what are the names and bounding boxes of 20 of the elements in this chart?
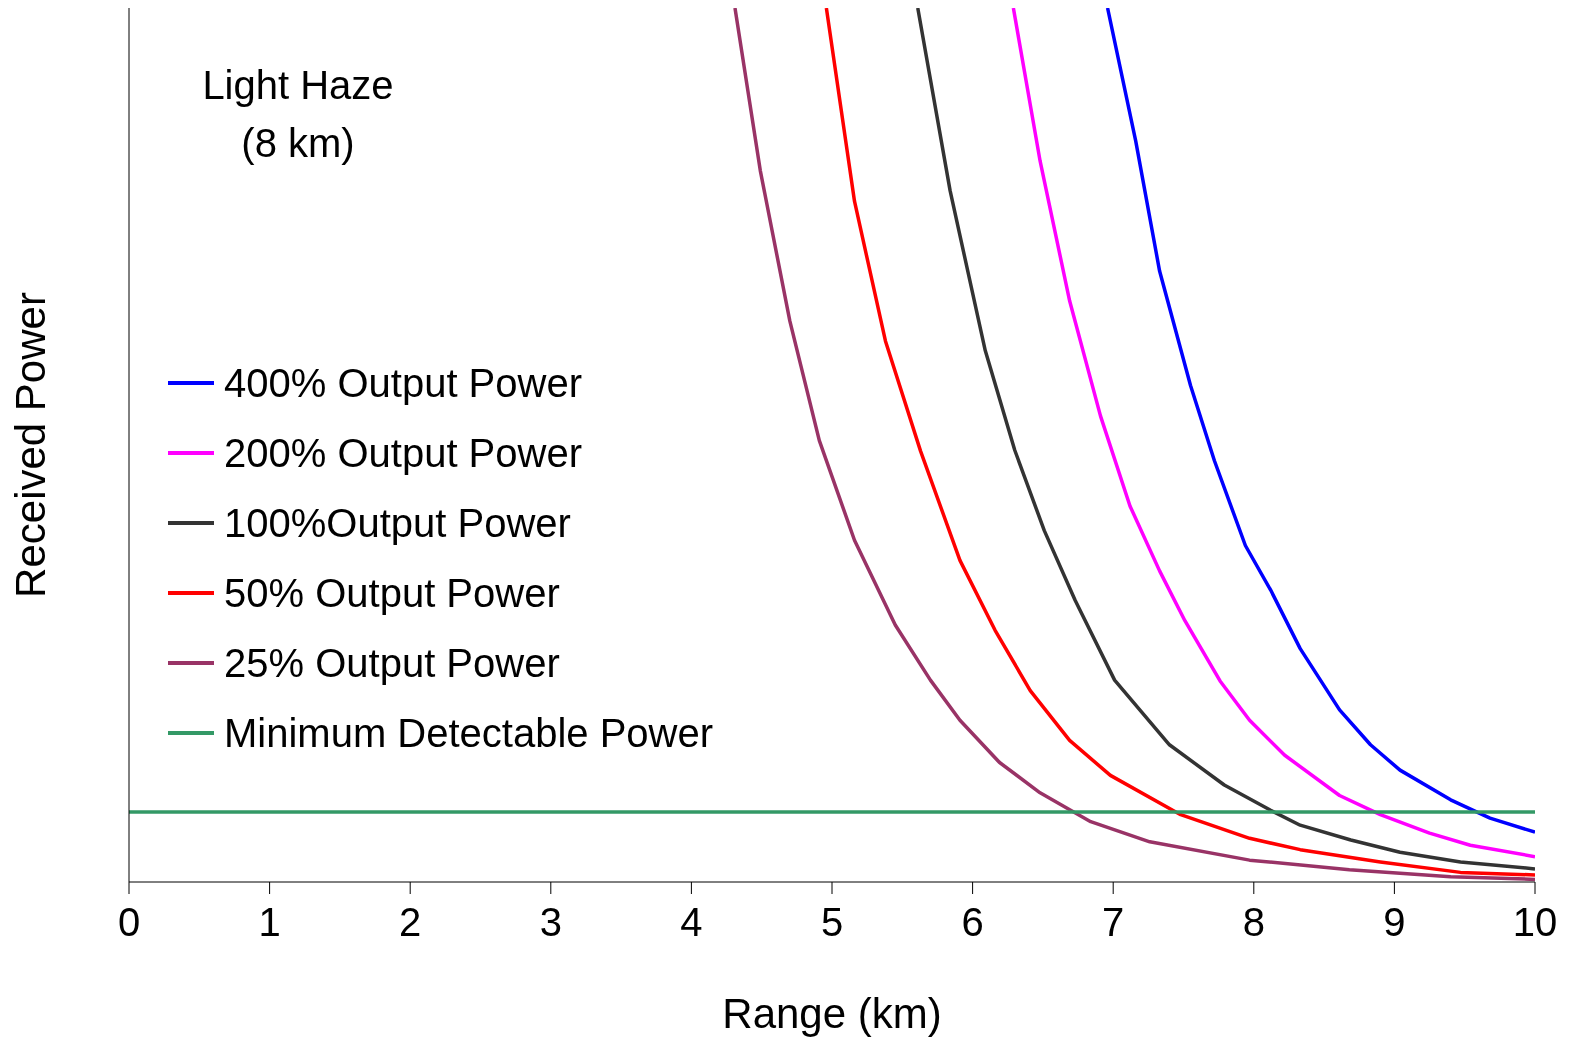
legend-label: 25% Output Power <box>224 640 560 686</box>
legend-label: 100%Output Power <box>224 500 571 546</box>
legend-label: 200% Output Power <box>224 430 582 476</box>
x-tick-label: 7 <box>1102 900 1125 945</box>
y-axis-title: Received Power <box>7 292 55 598</box>
x-tick-label: 8 <box>1242 900 1265 945</box>
legend-label: 50% Output Power <box>224 570 560 616</box>
x-tick-label: 0 <box>117 900 141 945</box>
x-tick-label: 3 <box>539 900 562 945</box>
legend-label: Minimum Detectable Power <box>224 710 714 756</box>
annotation: Light Haze (8 km) <box>201 62 395 167</box>
x-tick-label: 6 <box>961 900 984 945</box>
x-tick-label: 9 <box>1383 900 1406 945</box>
x-tick-label: 4 <box>680 900 703 945</box>
x-tick-label: 1 <box>258 900 281 945</box>
x-tick-label: 10 <box>1512 900 1558 945</box>
x-tick-label: 2 <box>399 900 422 945</box>
x-axis-title: Range (km) <box>722 990 942 1037</box>
legend-label: 400% Output Power <box>224 360 582 406</box>
x-tick-label: 5 <box>820 900 844 945</box>
